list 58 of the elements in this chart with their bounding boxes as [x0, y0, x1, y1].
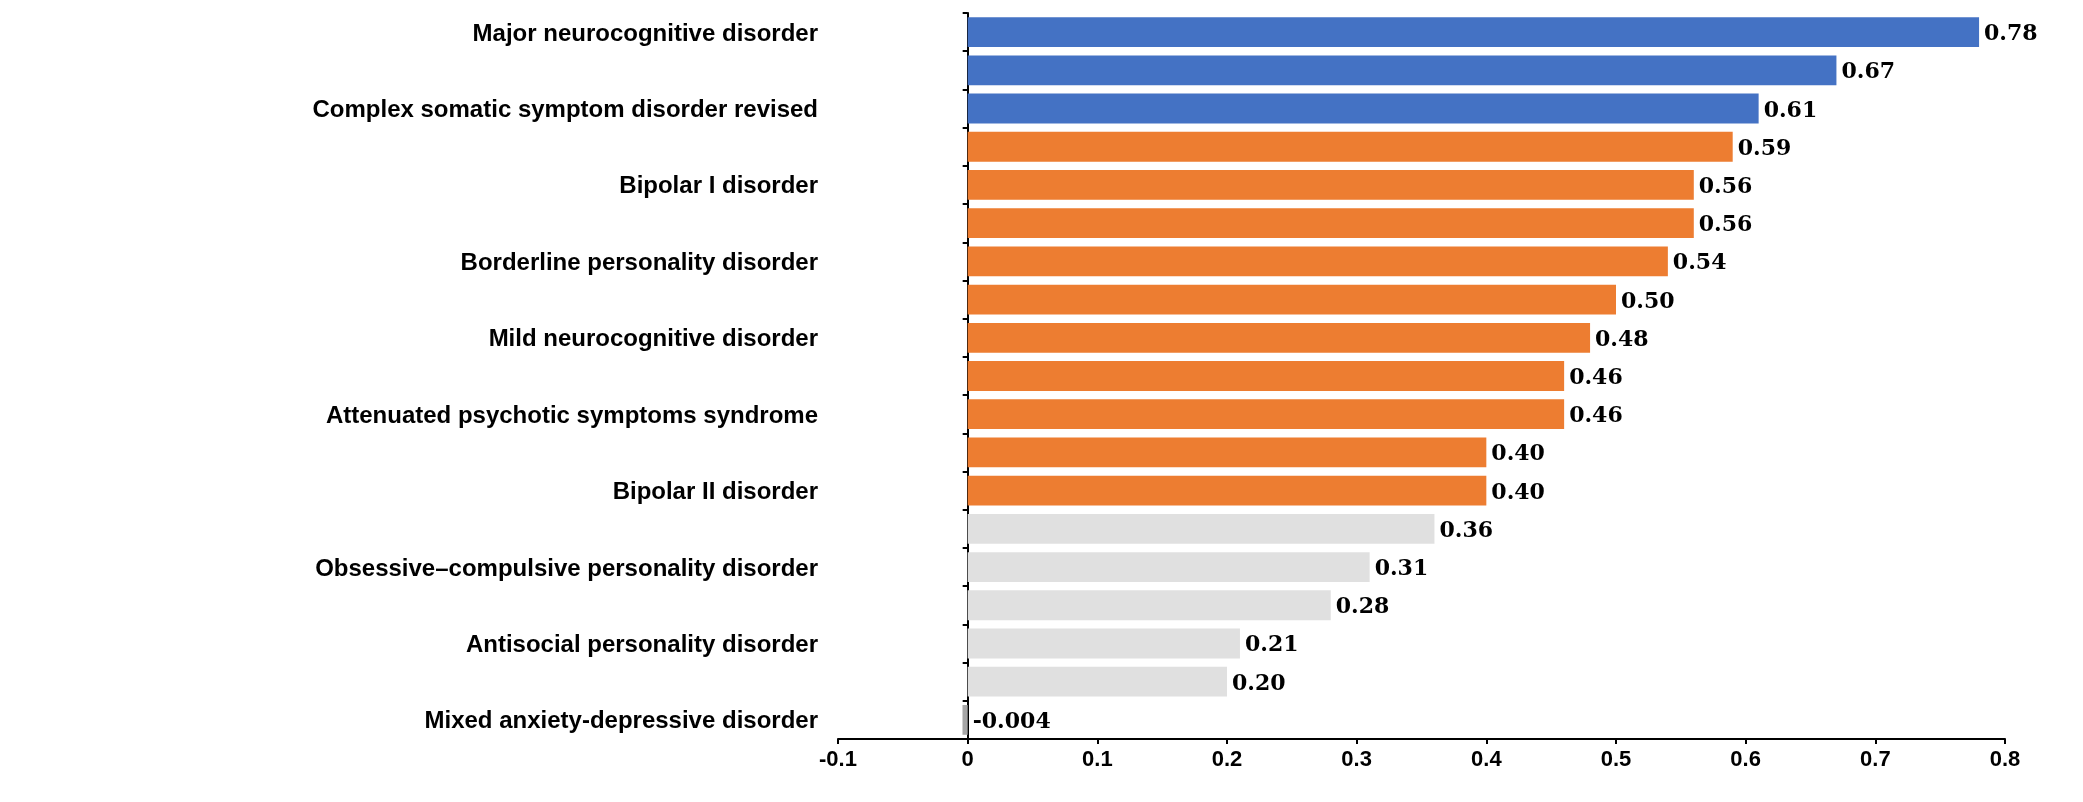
data-label: 0.54	[1672, 248, 1727, 275]
y-tick-label: Borderline personality disorder	[460, 247, 818, 275]
bar	[967, 475, 1487, 506]
data-label: 0.40	[1491, 439, 1545, 466]
bar	[967, 437, 1487, 468]
x-tick-label: -0.1	[819, 745, 857, 771]
y-tick-label: Major neurocognitive disorder	[472, 18, 818, 46]
bar	[967, 552, 1370, 582]
x-tick-label: 0.7	[1860, 745, 1891, 771]
bar	[967, 284, 1616, 315]
data-label: -0.004	[972, 706, 1051, 733]
data-label: 0.46	[1569, 363, 1623, 389]
y-tick-label: Mild neurocognitive disorder	[488, 324, 818, 352]
data-label: 0.59	[1737, 133, 1792, 160]
data-label: 0.78	[1984, 19, 2038, 46]
x-tick-label: 0.8	[1989, 745, 2021, 771]
data-label: 0.48	[1595, 324, 1649, 351]
bar	[967, 322, 1591, 353]
bar	[967, 17, 1980, 48]
bar	[962, 704, 968, 735]
y-tick-label: Obsessive–compulsive personality disorder	[315, 553, 818, 581]
data-label: 0.50	[1621, 286, 1675, 313]
x-tick-label: 0.4	[1471, 745, 1503, 771]
bar	[967, 666, 1227, 697]
x-tick-label: 0	[961, 745, 974, 771]
data-label: 0.31	[1374, 554, 1429, 581]
data-label: 0.28	[1335, 592, 1390, 619]
y-tick-label: Bipolar I disorder	[619, 171, 818, 199]
bar	[967, 628, 1240, 659]
data-label: 0.56	[1698, 210, 1753, 237]
x-tick-label: 0.3	[1341, 745, 1372, 771]
bar	[967, 246, 1668, 277]
data-label: 0.56	[1698, 171, 1753, 198]
bar	[967, 361, 1565, 391]
x-tick-label: 0.5	[1600, 745, 1632, 771]
bar	[967, 513, 1435, 544]
data-label: 0.61	[1763, 95, 1818, 122]
bar	[967, 131, 1733, 162]
bar	[967, 55, 1837, 86]
bar	[967, 170, 1694, 200]
data-label: 0.67	[1841, 57, 1896, 84]
x-tick-label: 0.2	[1211, 745, 1243, 771]
y-tick-label: Complex somatic symptom disorder revised	[312, 95, 818, 123]
data-label: 0.21	[1244, 630, 1299, 657]
data-label: 0.40	[1491, 477, 1545, 504]
bar	[967, 399, 1565, 430]
y-tick-label: Antisocial personality disorder	[465, 629, 818, 657]
data-label: 0.20	[1232, 668, 1286, 695]
data-label: 0.36	[1439, 515, 1494, 542]
bar	[967, 93, 1759, 124]
y-tick-label: Attenuated psychotic symptoms syndrome	[325, 400, 818, 428]
x-tick-label: 0.1	[1082, 745, 1113, 771]
bar	[967, 590, 1331, 621]
data-label: 0.46	[1569, 401, 1623, 428]
x-tick-label: 0.6	[1730, 745, 1761, 771]
y-tick-label: Bipolar II disorder	[612, 477, 818, 505]
y-tick-label: Mixed anxiety-depressive disorder	[424, 706, 818, 734]
bar	[967, 208, 1694, 239]
